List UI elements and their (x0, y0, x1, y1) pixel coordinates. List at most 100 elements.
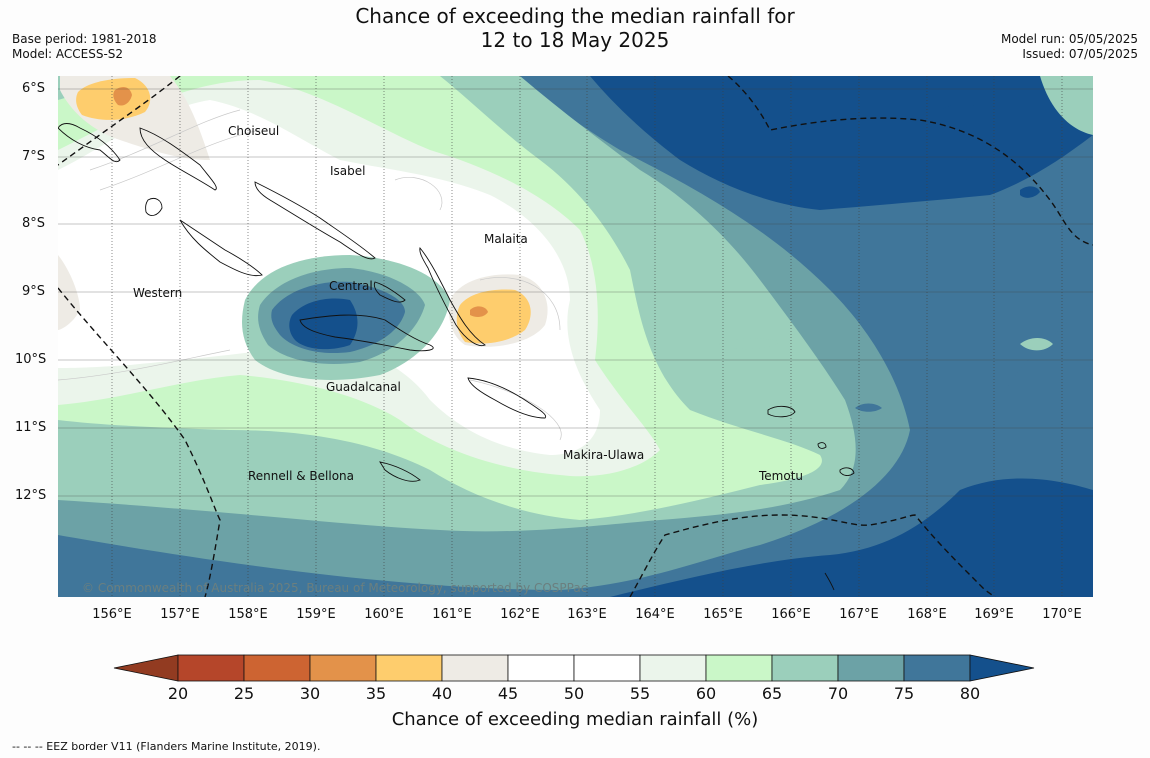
model-name: Model: ACCESS-S2 (12, 47, 124, 61)
lon-label: 162°E (500, 607, 540, 622)
contour-lines (58, 109, 562, 441)
eez-footnote: -- -- -- EEZ border V11 (Flanders Marine… (12, 740, 321, 753)
place-labels: Choiseul Isabel Malaita Central Western … (133, 124, 803, 483)
colorbar-tick-label: 30 (299, 684, 321, 703)
island-temotu-small (839, 467, 855, 476)
contour-80-patch (1020, 186, 1040, 198)
colorbar-tick-label: 65 (761, 684, 783, 703)
contour-80-small (855, 403, 882, 412)
colorbar-tick-label: 55 (629, 684, 651, 703)
colorbar-segment (375, 654, 443, 682)
lon-label: 167°E (839, 607, 879, 622)
island-isabel (254, 181, 376, 260)
eez-border (58, 76, 1093, 597)
contour-30-35-north (113, 87, 132, 106)
contour-65-patch (718, 338, 780, 350)
colorbar-label: Chance of exceeding median rainfall (%) (391, 709, 759, 730)
contour-40-45-west (58, 255, 80, 330)
base-period: Base period: 1981-2018 (12, 32, 157, 46)
colorbar-segment (507, 654, 575, 682)
colorbar-segment (243, 654, 311, 682)
title-line-1: Chance of exceeding the median rainfall … (355, 4, 795, 28)
colorbar-extend-high (969, 654, 1035, 682)
lon-label: 163°E (567, 607, 607, 622)
meta-left: Base period: 1981-2018 Model: ACCESS-S2 (12, 32, 157, 62)
colorbar-segment (639, 654, 707, 682)
colorbar-tick-label: 40 (431, 684, 453, 703)
contour-35-40-malaita (456, 289, 531, 344)
island-utupua (817, 442, 827, 449)
island-new-georgia (179, 219, 263, 277)
model-run: Model run: 05/05/2025 (1000, 32, 1138, 46)
lat-label: 11°S (15, 420, 47, 435)
label-choiseul: Choiseul (228, 124, 279, 138)
map-panel: Choiseul Isabel Malaita Central Western … (58, 76, 1093, 597)
colorbar-segment (771, 654, 839, 682)
colorbar-tick-label: 50 (563, 684, 585, 703)
island-choiseul (139, 127, 217, 191)
lon-label: 165°E (703, 607, 743, 622)
lon-label: 157°E (160, 607, 200, 622)
contour-35-40-north (76, 78, 151, 120)
lon-label: 158°E (228, 607, 268, 622)
colorbar-segment (837, 654, 905, 682)
contour-85-central (289, 298, 358, 350)
lat-label: 7°S (22, 149, 46, 164)
islands (58, 123, 855, 591)
contour-70-patch-tr (1040, 76, 1093, 135)
copyright-notice: © Commonwealth of Australia 2025, Bureau… (82, 581, 588, 595)
colorbar-tick-label: 25 (233, 684, 255, 703)
island-temotu-ndeni (767, 405, 796, 418)
label-guadalcanal: Guadalcanal (326, 380, 401, 394)
colorbar-tick-label: 70 (827, 684, 849, 703)
issued-date: Issued: 07/05/2025 (1022, 47, 1138, 61)
colorbar-tick-label: 35 (365, 684, 387, 703)
colorbar-tick-label: 60 (695, 684, 717, 703)
lon-label: 168°E (907, 607, 947, 622)
lat-label: 10°S (15, 352, 47, 367)
colorbar-extend-low (113, 654, 179, 682)
island-makira (467, 377, 547, 419)
label-isabel: Isabel (330, 164, 365, 178)
meta-right: Model run: 05/05/2025 Issued: 07/05/2025 (1001, 32, 1138, 62)
lat-label: 8°S (22, 216, 46, 231)
lon-label: 169°E (974, 607, 1014, 622)
colorbar-tick-label: 20 (167, 684, 189, 703)
label-makira-ulawa: Makira-Ulawa (563, 448, 644, 462)
label-central: Central (329, 279, 373, 293)
colorbar-segment (177, 654, 245, 682)
lon-label: 156°E (92, 607, 132, 622)
lon-label: 166°E (771, 607, 811, 622)
label-malaita: Malaita (484, 232, 528, 246)
island-guadalcanal (299, 314, 434, 352)
latitude-lines (58, 88, 1093, 497)
island-vella (145, 197, 163, 216)
contour-30-35-malaita (470, 306, 488, 317)
island-central-florida (373, 281, 406, 303)
title-line-2: 12 to 18 May 2025 (480, 28, 670, 52)
contour-75-80-east (992, 300, 1093, 470)
colorbar-segment (903, 654, 971, 682)
lon-label: 161°E (432, 607, 472, 622)
contour-80-se (610, 478, 1093, 597)
colorbar-tick-label: 75 (893, 684, 915, 703)
colorbar-segment (309, 654, 377, 682)
lat-label: 6°S (22, 81, 46, 96)
island-anuta (824, 572, 835, 591)
lon-label: 160°E (364, 607, 404, 622)
contour-65-patch-east (1020, 338, 1053, 351)
label-rennell-bellona: Rennell & Bellona (248, 469, 354, 483)
lon-label: 170°E (1042, 607, 1082, 622)
island-bougainville-edge (58, 123, 121, 163)
island-malaita (419, 247, 486, 347)
label-temotu: Temotu (758, 469, 803, 483)
map-title: Chance of exceeding the median rainfall … (0, 4, 1150, 52)
lat-label: 9°S (22, 284, 46, 299)
colorbar-segment (705, 654, 773, 682)
lon-label: 159°E (296, 607, 336, 622)
colorbar-tick-label: 80 (959, 684, 981, 703)
colorbar-tick-label: 45 (497, 684, 519, 703)
colorbar-segment (441, 654, 509, 682)
lat-label: 12°S (15, 488, 47, 503)
lon-label: 164°E (635, 607, 675, 622)
